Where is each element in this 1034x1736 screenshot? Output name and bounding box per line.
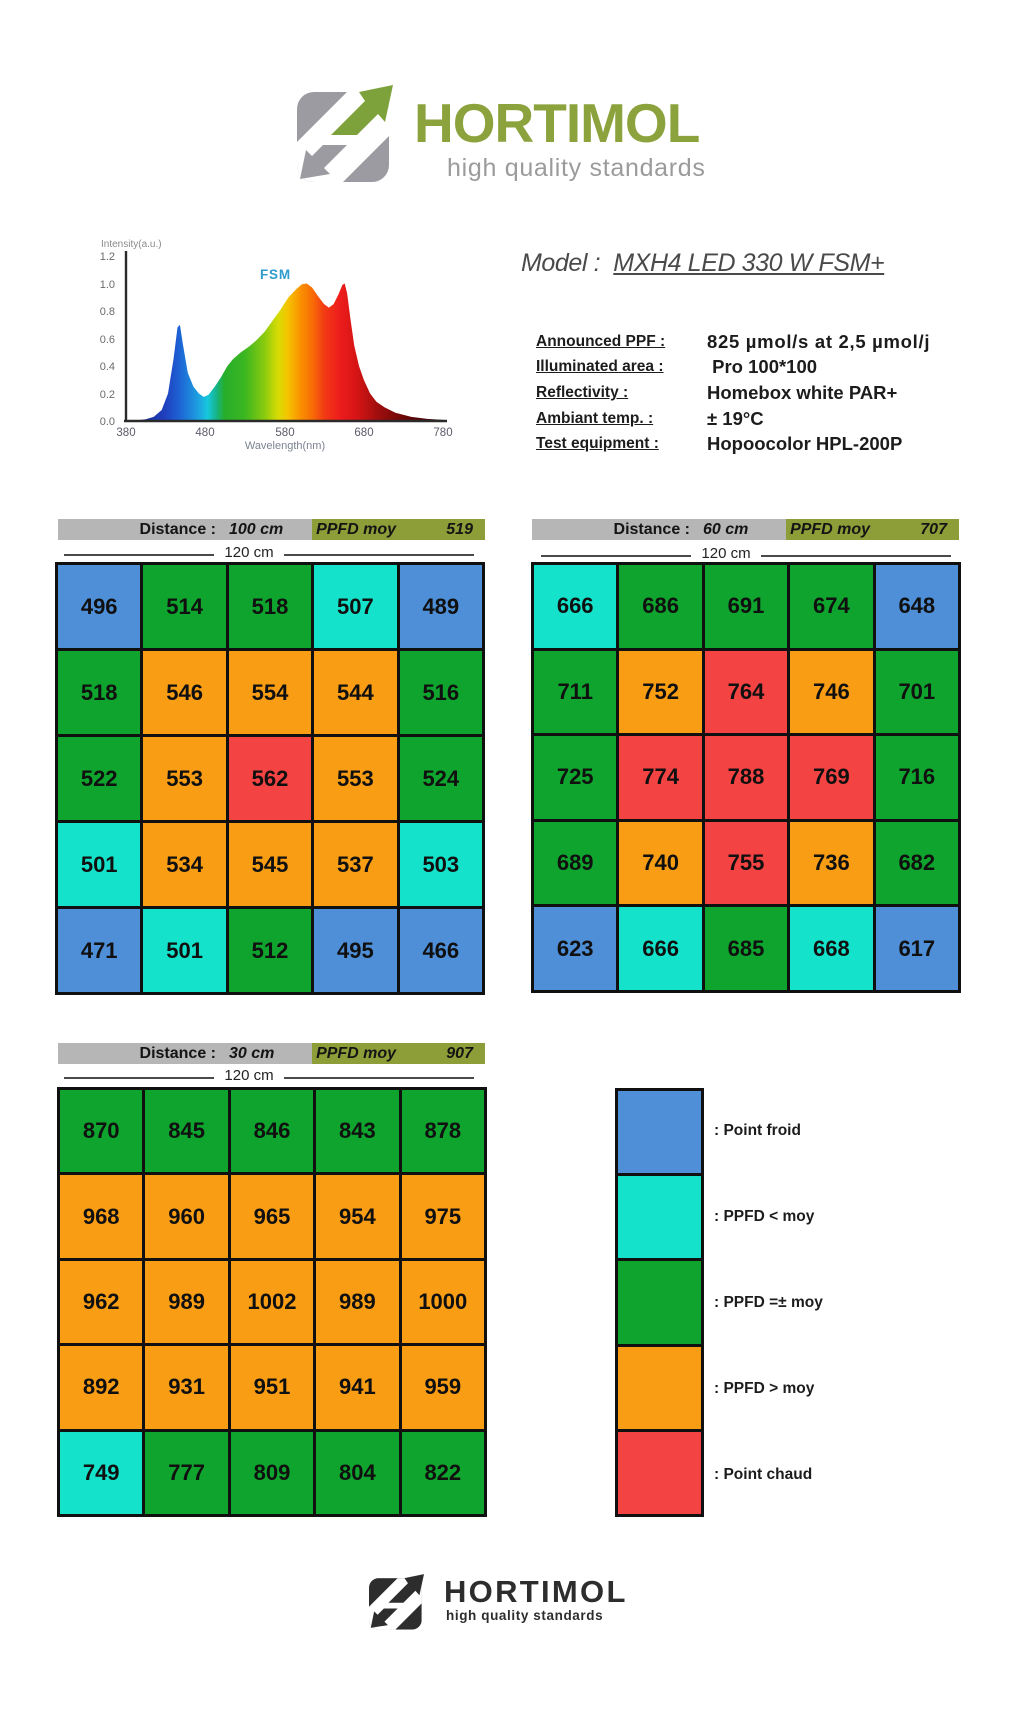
svg-text:680: 680: [354, 427, 373, 439]
svg-text:780: 780: [433, 427, 452, 439]
svg-text:1.2: 1.2: [100, 251, 115, 263]
svg-text:1.0: 1.0: [100, 279, 115, 291]
svg-text:0.4: 0.4: [100, 361, 115, 373]
svg-text:580: 580: [275, 427, 294, 439]
svg-text:Intensity(a.u.): Intensity(a.u.): [101, 239, 162, 250]
svg-text:0.8: 0.8: [100, 306, 115, 318]
svg-text:Wavelength(nm): Wavelength(nm): [245, 440, 325, 452]
svg-text:FSM: FSM: [260, 267, 291, 282]
svg-text:0.6: 0.6: [100, 334, 115, 346]
svg-text:0.0: 0.0: [100, 416, 115, 428]
svg-text:480: 480: [195, 427, 214, 439]
svg-text:0.2: 0.2: [100, 389, 115, 401]
svg-text:380: 380: [116, 427, 135, 439]
